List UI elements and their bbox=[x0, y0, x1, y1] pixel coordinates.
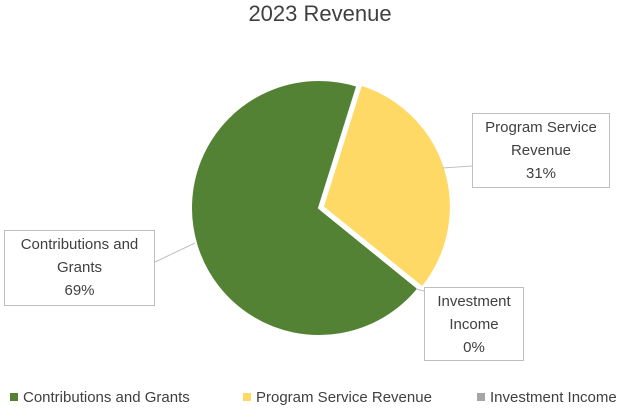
leader-line bbox=[154, 242, 196, 263]
legend: Contributions and Grants Program Service … bbox=[10, 389, 617, 406]
data-label-value: 31% bbox=[525, 165, 557, 182]
legend-label: Investment Income bbox=[490, 389, 617, 406]
data-label: Contributions and Grants 69% bbox=[4, 230, 155, 306]
legend-swatch bbox=[243, 393, 251, 401]
pie-slice bbox=[190, 79, 420, 337]
pie bbox=[190, 79, 452, 337]
data-label: Investment Income 0% bbox=[424, 287, 524, 361]
legend-swatch bbox=[477, 393, 485, 401]
legend-label: Program Service Revenue bbox=[256, 389, 432, 406]
data-label: Program Service Revenue 31% bbox=[472, 113, 610, 188]
data-label-category: Contributions and Grants bbox=[20, 236, 139, 276]
leader-line bbox=[415, 288, 425, 292]
data-label-value: 0% bbox=[463, 339, 485, 356]
leader-lines bbox=[154, 165, 473, 292]
legend-label: Contributions and Grants bbox=[23, 389, 190, 406]
data-label-category: Investment Income bbox=[437, 293, 511, 333]
data-label-value: 69% bbox=[64, 282, 95, 299]
legend-swatch bbox=[10, 393, 18, 401]
data-label-category: Program Service Revenue bbox=[485, 119, 597, 159]
pie-slice bbox=[321, 83, 452, 289]
chart-title: 2023 Revenue bbox=[248, 1, 391, 26]
leader-line bbox=[441, 165, 473, 169]
